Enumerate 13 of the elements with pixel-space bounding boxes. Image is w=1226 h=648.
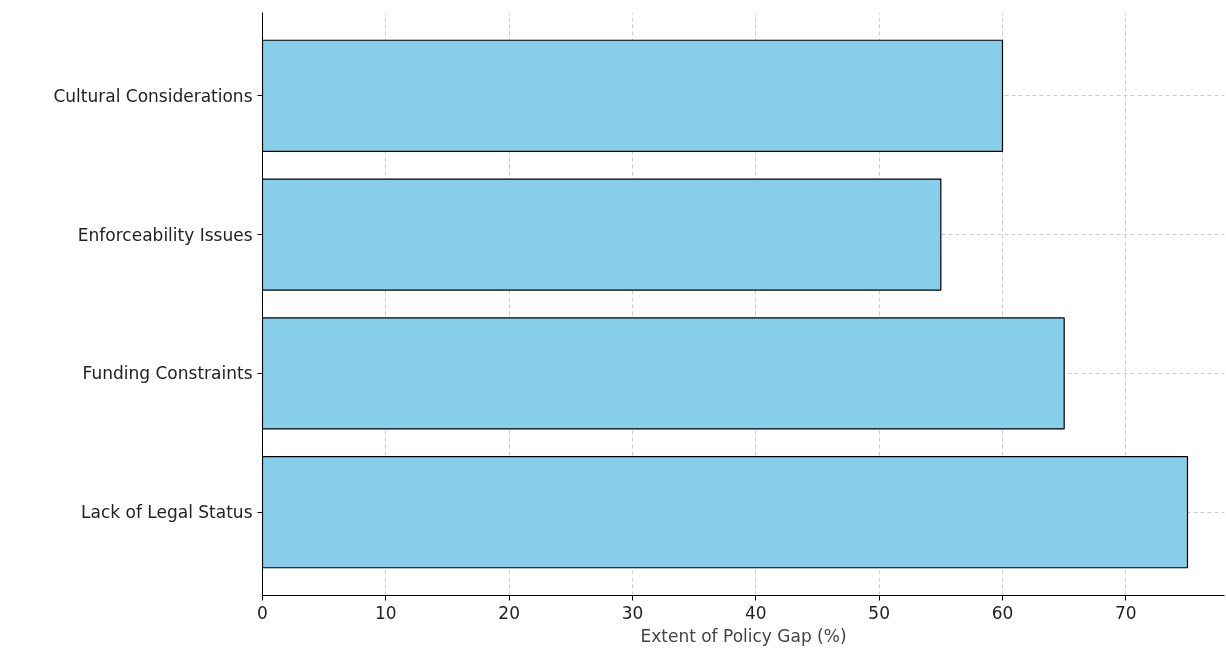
x-tick-label: 70	[1115, 602, 1137, 623]
y-tick-label: Cultural Considerations	[53, 85, 253, 106]
y-tick-label: Lack of Legal Status	[81, 502, 253, 523]
x-tick-label: 50	[868, 602, 890, 623]
x-tick-label: 40	[745, 602, 767, 623]
y-tick-label: Enforceability Issues	[77, 224, 253, 245]
x-tick-label: 30	[621, 602, 644, 623]
x-tick-label: 60	[991, 602, 1014, 623]
x-tick-label: 20	[498, 602, 520, 623]
x-tick-label: 0	[257, 602, 268, 623]
x-tick-label: 10	[375, 602, 397, 623]
x-axis-title: Extent of Policy Gap (%)	[640, 625, 847, 646]
y-tick-label: Funding Constraints	[82, 363, 253, 384]
